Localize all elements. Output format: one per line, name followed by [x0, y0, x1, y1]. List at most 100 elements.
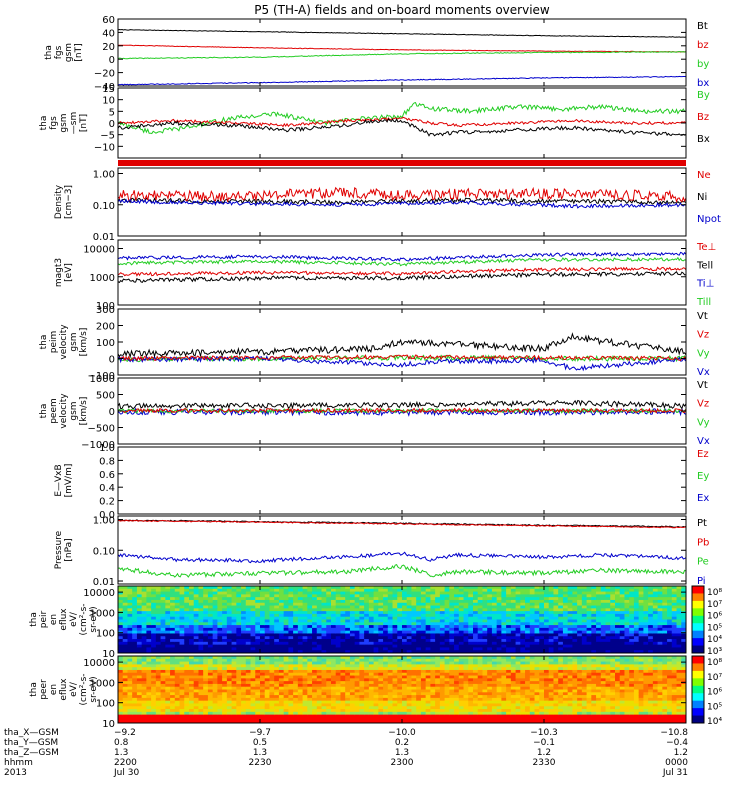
series-line-green [118, 52, 686, 59]
x-axis-row-label: 2013 [4, 768, 27, 778]
y-tick-label: 1.00 [93, 516, 115, 527]
y-axis-label: [km/s] [79, 328, 89, 357]
y-tick-label: 500 [96, 391, 115, 402]
legend-Bt: Bt [697, 21, 708, 32]
y-tick-label: 200 [96, 322, 115, 333]
y-axis-label: fgs [49, 116, 59, 130]
y-tick-label: 0.01 [93, 577, 115, 588]
colorbar-label: 10⁷ [707, 673, 722, 683]
y-axis-label: velocity [59, 393, 69, 429]
x-axis-value: Jul 30 [113, 768, 139, 778]
y-tick-label: 0 [109, 55, 115, 66]
y-axis-label: velocity [59, 324, 69, 360]
colorbar-label: 10⁸ [707, 588, 722, 598]
series-line-black [118, 401, 686, 409]
x-axis-value: −9.7 [249, 728, 271, 738]
y-tick-label: 10000 [83, 658, 115, 669]
y-axis-label: tha [39, 335, 49, 350]
colorbar-label: 10⁷ [707, 600, 722, 610]
legend-Tell: Tell [696, 260, 713, 271]
y-axis-label: sr-eV) [89, 606, 99, 632]
colorbar-label: 10³ [707, 647, 722, 657]
y-tick-label: 0 [109, 407, 115, 418]
y-axis-label: tha [39, 404, 49, 419]
y-tick-label: 20 [102, 42, 115, 53]
y-axis-label: [cm−3] [64, 185, 74, 219]
x-axis-value: −0.1 [533, 738, 555, 748]
y-axis-label: gsm [59, 113, 69, 132]
x-axis-value: −9.2 [114, 728, 136, 738]
legend-Bz: Bz [697, 112, 709, 123]
y-axis-label: eflux [59, 608, 69, 631]
y-tick-label: 1.00 [93, 170, 115, 181]
y-tick-label: 1000 [90, 374, 115, 385]
y-axis-label: tha [29, 612, 39, 627]
colorbar-label: 10⁴ [707, 717, 722, 727]
legend-Pb: Pb [697, 537, 709, 548]
y-tick-label: −5 [100, 131, 115, 142]
x-axis-value: Jul 31 [662, 768, 688, 778]
x-axis-value: 1.3 [114, 748, 128, 758]
legend-Te⊥: Te⊥ [696, 242, 716, 253]
legend-Bx: Bx [697, 134, 710, 145]
y-axis-label: tha [44, 45, 54, 60]
y-tick-label: 60 [102, 15, 115, 26]
legend-Vx: Vx [697, 436, 710, 447]
x-axis-value: 2200 [114, 758, 137, 768]
legend-Pt: Pt [697, 518, 707, 529]
y-axis-label: eflux [59, 678, 69, 701]
x-axis-value: −10.8 [660, 728, 688, 738]
x-axis-value: 2300 [391, 758, 414, 768]
x-axis-value: −10.0 [388, 728, 416, 738]
legend-Pi: Pi [697, 576, 706, 587]
colorbar-label: 10⁸ [707, 658, 722, 668]
y-axis-label: [km/s] [79, 397, 89, 426]
legend-by: by [697, 59, 709, 70]
y-axis-label: [mV/m] [64, 464, 74, 498]
y-tick-label: 5 [109, 107, 115, 118]
y-tick-label: 1000 [90, 273, 115, 284]
x-axis-value: 1.3 [395, 748, 409, 758]
spectrogram-9 [118, 586, 687, 654]
legend-Vy: Vy [697, 348, 710, 359]
x-axis-value: 1.3 [253, 748, 267, 758]
y-tick-label: 0.01 [93, 232, 115, 243]
y-axis-label: peim [49, 331, 59, 354]
y-tick-label: 0.2 [99, 497, 115, 508]
legend-Vt: Vt [697, 380, 708, 391]
y-tick-label: 15 [102, 84, 115, 95]
y-axis-label: en [49, 684, 59, 695]
colorbar-label: 10⁵ [707, 702, 722, 712]
status-bar [118, 160, 686, 166]
y-axis-label: en [49, 614, 59, 625]
x-axis-value: 0.8 [114, 738, 129, 748]
legend-Pe: Pe [697, 557, 709, 568]
y-tick-label: 300 [96, 305, 115, 316]
legend-Ey: Ey [697, 471, 709, 482]
y-axis-label: peer [39, 679, 49, 700]
y-tick-label: 0.10 [93, 546, 115, 557]
y-axis-label: —sm [69, 112, 79, 134]
y-axis-label: Density [54, 184, 64, 219]
colorbar-label: 10⁵ [707, 623, 722, 633]
series-line-black [118, 334, 686, 357]
legend-Vt: Vt [697, 311, 708, 322]
y-tick-label: 40 [102, 28, 115, 39]
y-tick-label: −500 [88, 424, 115, 435]
y-tick-label: −20 [94, 69, 115, 80]
series-line-red [118, 45, 686, 52]
y-axis-label: fgs [54, 45, 64, 59]
colorbar-label: 10⁴ [707, 635, 722, 645]
series-line-red [118, 267, 686, 275]
y-tick-label: 1.0 [99, 443, 115, 454]
y-axis-label: (cm²-s- [79, 603, 89, 635]
x-axis-value: −10.3 [530, 728, 558, 738]
